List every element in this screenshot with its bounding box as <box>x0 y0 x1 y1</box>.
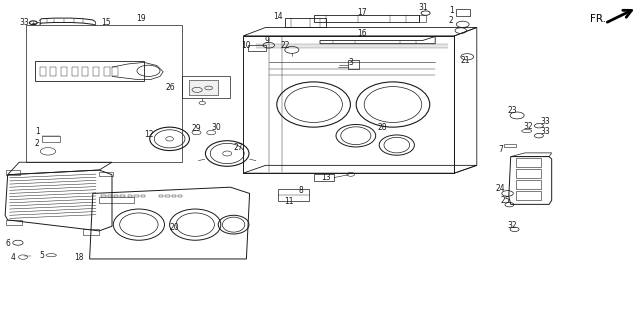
Bar <box>82 67 88 76</box>
Text: 10: 10 <box>241 41 252 50</box>
Bar <box>516 180 541 189</box>
Text: 17: 17 <box>356 8 367 17</box>
Text: 13: 13 <box>321 173 332 182</box>
Text: 1: 1 <box>449 7 454 15</box>
Text: FR.: FR. <box>591 14 607 24</box>
Text: 30: 30 <box>211 123 221 132</box>
Bar <box>285 18 326 27</box>
Text: 32: 32 <box>523 122 533 131</box>
Text: 27: 27 <box>234 143 244 152</box>
Text: 28: 28 <box>378 124 387 132</box>
Text: 24: 24 <box>495 184 506 193</box>
Text: 25: 25 <box>500 196 511 205</box>
Text: 33: 33 <box>540 117 550 125</box>
Text: 26: 26 <box>165 84 175 92</box>
Bar <box>99 197 134 203</box>
Text: 21: 21 <box>461 56 470 65</box>
Text: 20: 20 <box>169 223 179 232</box>
Bar <box>159 195 163 197</box>
Text: 9: 9 <box>264 36 269 45</box>
Bar <box>248 45 266 51</box>
Text: 4: 4 <box>10 253 15 262</box>
Bar <box>348 60 359 69</box>
Text: 33: 33 <box>19 18 29 27</box>
Bar <box>516 169 541 178</box>
Bar <box>114 195 118 197</box>
Text: 1: 1 <box>35 127 40 135</box>
Bar <box>172 195 176 197</box>
Bar <box>516 158 541 167</box>
Text: 29: 29 <box>191 124 202 133</box>
Text: 19: 19 <box>136 14 146 23</box>
Bar <box>178 195 182 197</box>
Bar <box>104 67 110 76</box>
Text: 33: 33 <box>540 127 550 135</box>
Bar <box>278 189 309 201</box>
Bar <box>93 67 99 76</box>
Bar <box>61 67 67 76</box>
Bar <box>314 15 419 22</box>
Text: 7: 7 <box>498 145 503 154</box>
Bar <box>516 191 541 200</box>
Text: 8: 8 <box>298 186 303 195</box>
Bar <box>182 76 230 98</box>
Text: 2: 2 <box>35 139 40 148</box>
Bar <box>40 67 46 76</box>
Bar <box>112 67 118 76</box>
Bar <box>6 170 20 175</box>
Text: 32: 32 <box>507 221 517 230</box>
Bar <box>35 61 144 81</box>
Text: 12: 12 <box>144 130 153 139</box>
Bar <box>50 67 56 76</box>
Bar <box>83 229 99 235</box>
Text: 15: 15 <box>100 18 111 27</box>
Text: 5: 5 <box>39 251 44 260</box>
Bar <box>42 136 60 142</box>
Bar <box>141 195 145 197</box>
Bar <box>189 80 218 95</box>
Text: 22: 22 <box>280 41 289 50</box>
Text: 16: 16 <box>356 29 367 38</box>
Bar <box>108 195 112 197</box>
Text: 2: 2 <box>449 16 454 25</box>
Text: 3: 3 <box>348 58 353 67</box>
Bar <box>99 172 113 176</box>
Text: 31: 31 <box>419 3 429 12</box>
Bar <box>120 195 125 197</box>
Text: 6: 6 <box>5 239 10 248</box>
Bar <box>165 195 170 197</box>
Bar <box>456 9 470 16</box>
Bar <box>26 25 182 162</box>
Text: 14: 14 <box>273 12 284 21</box>
Bar <box>101 195 106 197</box>
Bar <box>72 67 78 76</box>
Text: 18: 18 <box>74 253 83 262</box>
Bar <box>504 144 516 147</box>
Text: 23: 23 <box>507 106 517 115</box>
Bar <box>134 195 139 197</box>
Text: 11: 11 <box>285 197 294 206</box>
Bar <box>314 174 334 181</box>
Bar <box>128 195 132 197</box>
Bar <box>6 220 22 225</box>
